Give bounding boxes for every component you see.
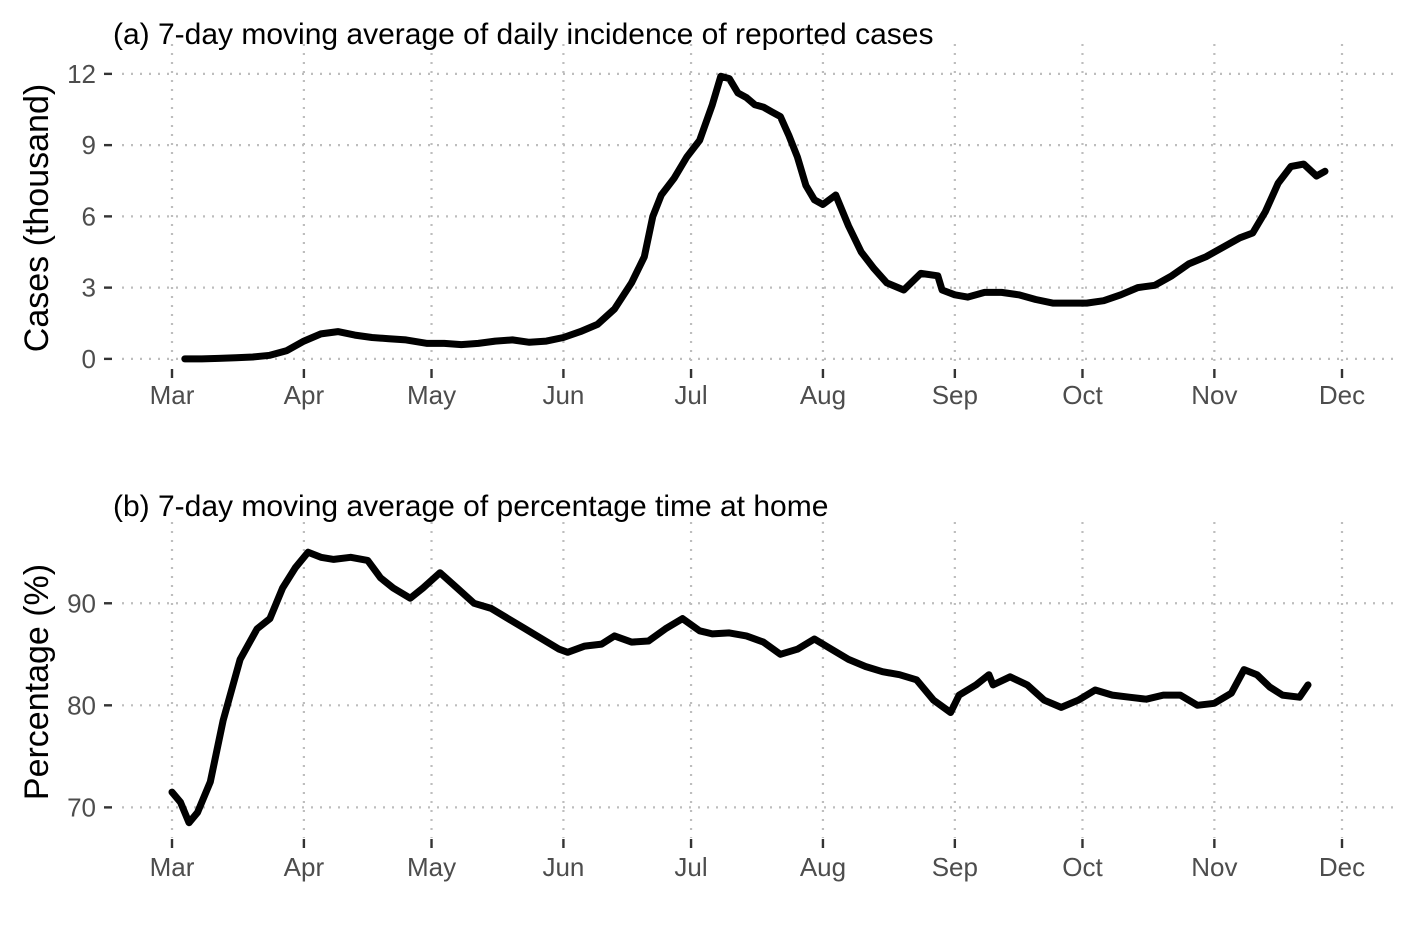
x-tick-label: Jun bbox=[542, 380, 584, 410]
panel-b-grid bbox=[122, 522, 1398, 838]
x-tick-label: Mar bbox=[150, 380, 195, 410]
panel-b: (b) 7-day moving average of percentage t… bbox=[18, 490, 1398, 882]
x-tick-label: Apr bbox=[284, 852, 325, 882]
y-tick-label: 80 bbox=[67, 690, 96, 720]
y-tick-label: 70 bbox=[67, 792, 96, 822]
y-tick-label: 12 bbox=[67, 59, 96, 89]
x-tick-label: Oct bbox=[1062, 380, 1103, 410]
x-tick-label: Nov bbox=[1191, 380, 1237, 410]
y-tick-label: 90 bbox=[67, 588, 96, 618]
panel-a-grid bbox=[122, 44, 1398, 366]
x-tick-label: Apr bbox=[284, 380, 325, 410]
y-tick-label: 9 bbox=[82, 130, 96, 160]
series-line bbox=[181, 72, 1329, 363]
panel-b-title: (b) 7-day moving average of percentage t… bbox=[113, 490, 828, 523]
y-tick-label: 6 bbox=[82, 201, 96, 231]
series-line bbox=[168, 548, 1312, 827]
panel-a-ticks: Mar Apr May Jun Jul Aug Sep Oct Nov Dec 0 3 6 9 12 bbox=[67, 59, 1365, 410]
panel-a-series bbox=[181, 72, 1329, 363]
x-tick-label: Oct bbox=[1062, 852, 1103, 882]
x-tick-label: Jun bbox=[542, 852, 584, 882]
x-tick-label: Mar bbox=[150, 852, 195, 882]
x-tick-label: Dec bbox=[1319, 380, 1365, 410]
panel-b-ticks: Mar Apr May Jun Jul Aug Sep Oct Nov Dec 70 80 90 bbox=[67, 588, 1365, 882]
panel-a-y-axis-label: Cases (thousand) bbox=[18, 84, 56, 352]
y-tick-label: 3 bbox=[82, 273, 96, 303]
panel-b-series bbox=[168, 548, 1312, 827]
x-tick-label: May bbox=[407, 852, 456, 882]
y-tick-label: 0 bbox=[82, 344, 96, 374]
panel-a-title: (a) 7-day moving average of daily incide… bbox=[113, 18, 933, 51]
panel-a: (a) 7-day moving average of daily incide… bbox=[18, 18, 1398, 410]
x-tick-label: Aug bbox=[800, 852, 846, 882]
x-tick-label: Jul bbox=[674, 852, 707, 882]
x-tick-label: Dec bbox=[1319, 852, 1365, 882]
panel-b-y-axis-label: Percentage (%) bbox=[18, 564, 56, 800]
x-tick-label: Nov bbox=[1191, 852, 1237, 882]
x-tick-label: Aug bbox=[800, 380, 846, 410]
x-tick-label: Jul bbox=[674, 380, 707, 410]
x-tick-label: Sep bbox=[932, 380, 978, 410]
x-tick-label: Sep bbox=[932, 852, 978, 882]
x-tick-label: May bbox=[407, 380, 456, 410]
